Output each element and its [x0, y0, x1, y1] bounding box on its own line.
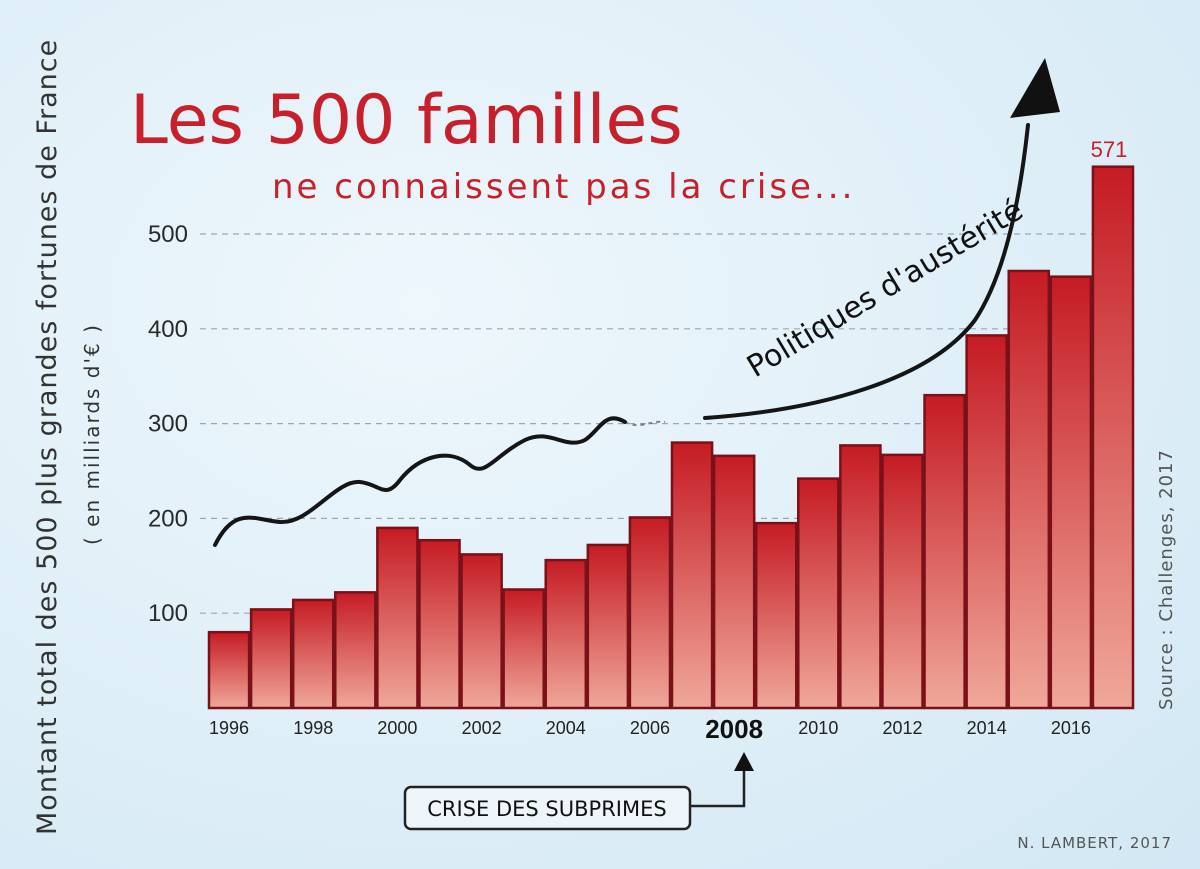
credit-note: N. LAMBERT, 2017 [1017, 834, 1172, 852]
x-tick-label: 2012 [882, 718, 922, 738]
x-tick-label: 2002 [462, 718, 502, 738]
bars [207, 165, 1135, 710]
x-tick-label: 2010 [798, 718, 838, 738]
bar-2000 [376, 526, 419, 710]
bar-2010 [797, 477, 840, 710]
bar-2017 [1091, 165, 1135, 710]
x-tick-label: 2006 [630, 718, 670, 738]
bar-2011 [839, 444, 882, 710]
chart-subtitle: ne connaissent pas la crise... [272, 167, 855, 207]
crisis-label: CRISE DES SUBPRIMES [427, 797, 666, 821]
austerity-curve [703, 123, 1030, 420]
y-tick-label: 300 [148, 411, 188, 438]
x-tick-label: 2016 [1051, 718, 1091, 738]
bar-2008 [712, 454, 756, 710]
x-tick-label: 1996 [209, 718, 249, 738]
source-note: Source : Challenges, 2017 [1156, 449, 1177, 710]
top-value-label: 571 [1091, 137, 1128, 162]
bar-2006 [628, 516, 672, 710]
bar-1998 [291, 598, 335, 710]
x-tick-label: 2004 [546, 718, 586, 738]
bar-2007 [670, 441, 714, 710]
crisis-box [403, 785, 692, 831]
bar-2003 [502, 588, 545, 710]
trend-squiggle-faded [624, 420, 666, 427]
bar-2002 [460, 553, 503, 710]
crisis-arrowhead [734, 752, 754, 771]
bar-2015 [1007, 269, 1051, 710]
bar-2009 [754, 521, 798, 710]
bar-2016 [1049, 275, 1093, 710]
y-tick-label: 100 [148, 600, 188, 627]
y-tick-label: 200 [148, 505, 188, 532]
x-tick-label: 2014 [967, 718, 1007, 738]
bar-2012 [881, 453, 924, 710]
bar-2013 [923, 393, 966, 710]
chart-title: Les 500 familles [130, 81, 683, 160]
y-axis-ticks: 100 200 300 400 500 [148, 221, 188, 627]
bar-2001 [418, 538, 461, 710]
bar-1996 [207, 630, 251, 710]
x-tick-label: 2008 [705, 714, 763, 744]
y-axis-label: Montant total des 500 plus grandes fortu… [32, 39, 63, 835]
x-axis-ticks: 1996 1998 2000 2002 2004 2006 2008 2010 2012 2014… [209, 714, 1091, 744]
x-tick-label: 1998 [293, 718, 333, 738]
bar-2014 [965, 334, 1008, 710]
crisis-callout: CRISE DES SUBPRIMES [403, 752, 754, 831]
y-tick-label: 500 [148, 221, 188, 248]
bar-1997 [249, 608, 293, 710]
trend-squiggle [213, 416, 627, 547]
x-tick-label: 2000 [377, 718, 417, 738]
y-tick-label: 400 [148, 316, 188, 343]
crisis-connector [690, 765, 746, 808]
bar-2004 [544, 558, 588, 710]
bar-2005 [586, 543, 630, 710]
austerity-arrowhead [1010, 58, 1060, 118]
y-axis-sublabel: ( en milliards d'€ ) [80, 323, 104, 545]
bar-1999 [334, 591, 377, 710]
